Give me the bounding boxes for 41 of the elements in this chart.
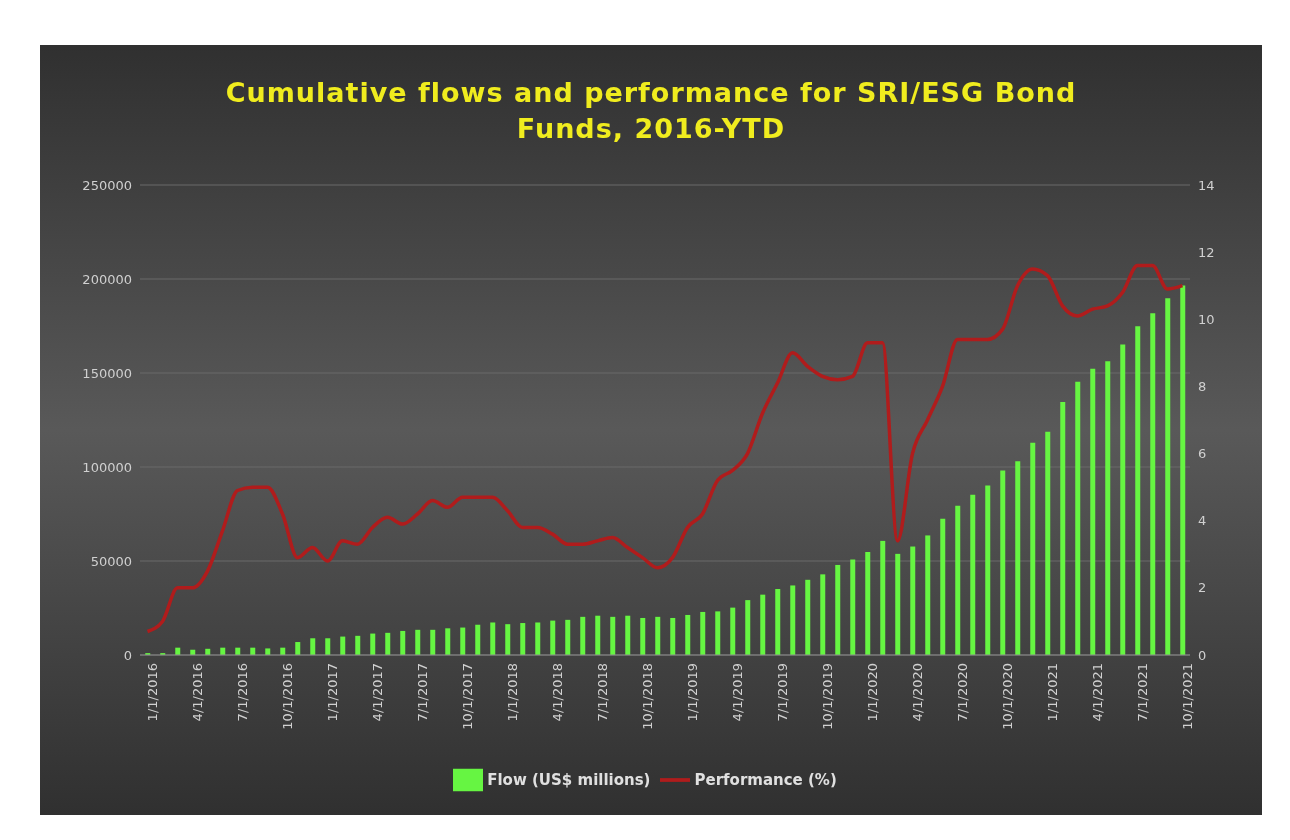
y-tick-label: 50000	[90, 553, 132, 569]
y2-tick-label: 6	[1198, 446, 1207, 462]
x-tick-label: 10/1/2016	[279, 663, 295, 730]
x-tick-label: 7/1/2019	[774, 663, 790, 722]
x-tick-label: 1/1/2016	[144, 663, 160, 722]
x-tick-label: 7/1/2020	[954, 663, 970, 722]
y2-tick-label: 14	[1198, 177, 1215, 193]
x-tick-label: 10/1/2017	[459, 663, 475, 730]
y-tick-label: 0	[123, 647, 132, 663]
x-tick-label: 4/1/2018	[549, 663, 565, 722]
x-tick-label: 10/1/2020	[999, 663, 1015, 730]
x-tick-label: 7/1/2021	[1134, 663, 1150, 722]
x-tick-label: 4/1/2016	[189, 663, 205, 722]
x-tick-label: 1/1/2020	[864, 663, 880, 722]
x-tick-label: 4/1/2020	[909, 663, 925, 722]
x-tick-label: 1/1/2018	[504, 663, 520, 722]
x-tick-label: 1/1/2021	[1044, 663, 1060, 722]
x-tick-label: 4/1/2021	[1089, 663, 1105, 722]
legend-label: Flow (US$ millions)	[487, 770, 651, 789]
chart-title: Cumulative flows and performance for SRI/ESG Bond Funds, 2016-YTD	[224, 76, 1078, 146]
y2-tick-label: 8	[1198, 379, 1207, 395]
legend-label: Performance (%)	[694, 770, 837, 789]
y-tick-label: 250000	[82, 177, 132, 193]
x-tick-label: 7/1/2018	[594, 663, 610, 722]
y-tick-label: 100000	[82, 459, 132, 475]
x-tick-label: 7/1/2017	[414, 663, 430, 722]
y2-tick-label: 2	[1198, 580, 1207, 596]
y2-tick-label: 4	[1198, 513, 1207, 529]
x-tick-label: 1/1/2019	[684, 663, 700, 722]
y-tick-label: 200000	[82, 271, 132, 287]
y2-tick-label: 0	[1198, 647, 1207, 663]
x-tick-label: 10/1/2018	[639, 663, 655, 730]
y-tick-label: 150000	[82, 365, 132, 381]
x-tick-label: 4/1/2017	[369, 663, 385, 722]
x-tick-label: 10/1/2019	[819, 663, 835, 730]
y2-tick-label: 12	[1198, 244, 1215, 260]
x-tick-label: 1/1/2017	[324, 663, 340, 722]
x-tick-label: 7/1/2016	[234, 663, 250, 722]
y2-tick-label: 10	[1198, 311, 1215, 327]
x-tick-label: 4/1/2019	[729, 663, 745, 722]
x-tick-label: 10/1/2021	[1179, 663, 1195, 730]
